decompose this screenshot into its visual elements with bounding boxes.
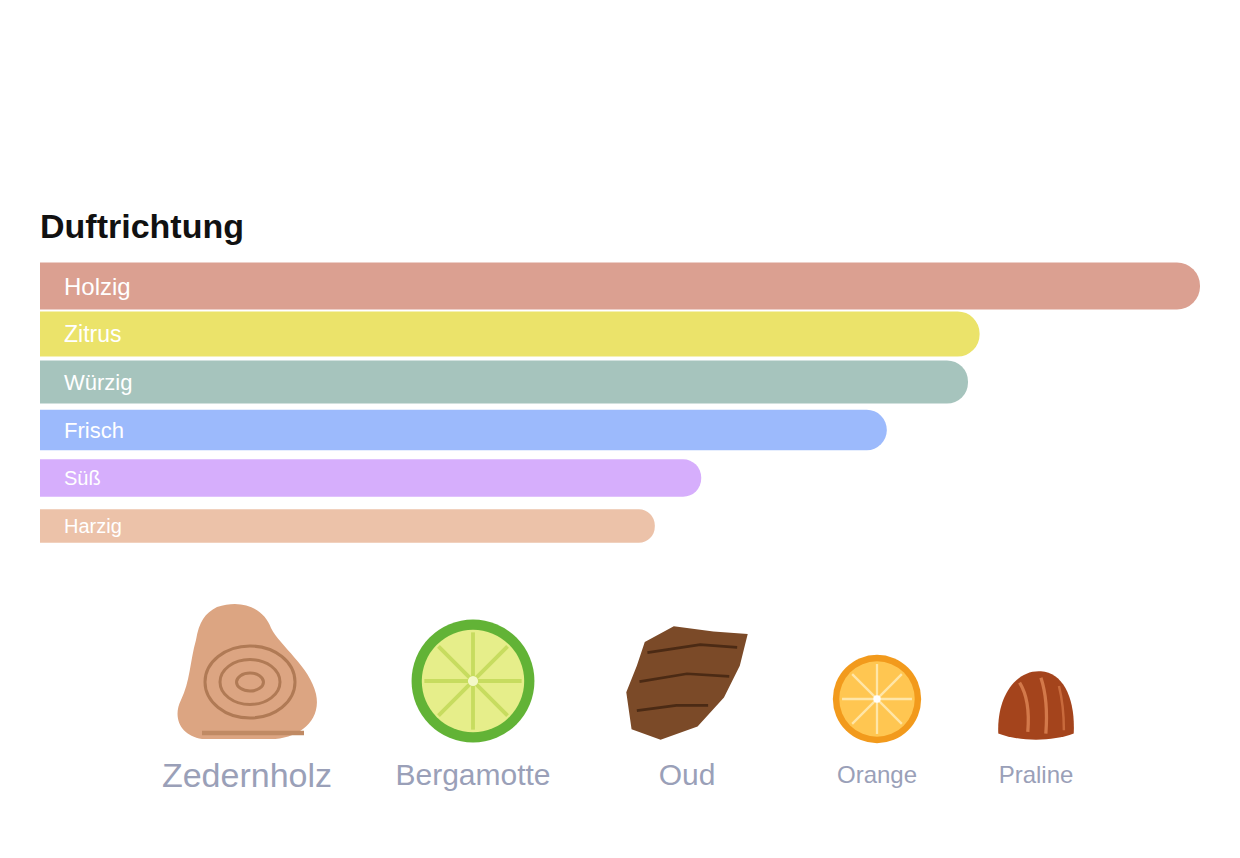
html-text:Praline: Praline bbox=[998, 761, 1074, 788]
html-text:Orange: Orange bbox=[837, 761, 917, 788]
html-text:Zedernholz: Zedernholz bbox=[161, 756, 332, 794]
svg-text:Zitrus: Zitrus bbox=[64, 321, 122, 347]
html-text:Bergamotte: Bergamotte bbox=[395, 758, 551, 791]
svg-text:Harzig: Harzig bbox=[64, 515, 122, 537]
svg-text:Frisch: Frisch bbox=[64, 418, 124, 443]
svg-text:Würzig: Würzig bbox=[64, 370, 132, 395]
svg-text:Süß: Süß bbox=[64, 467, 101, 489]
svg-text:Duftrichtung: Duftrichtung bbox=[40, 207, 244, 245]
html-text:Oud: Oud bbox=[658, 758, 716, 791]
svg-text:Holzig: Holzig bbox=[64, 273, 131, 300]
